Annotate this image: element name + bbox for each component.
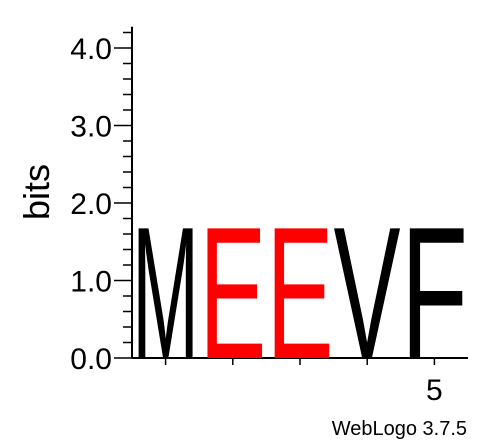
y-axis-title: bits (16, 164, 57, 220)
y-tick-label: 0.0 (70, 343, 112, 376)
logo-letter-e: E (266, 188, 333, 399)
y-axis: 0.0 1.0 2.0 3.0 4.0 (70, 26, 133, 376)
weblogo-credit: WebLogo 3.7.5 (332, 418, 467, 440)
logo-letter-m: M (132, 188, 199, 399)
x-tick-label: 5 (426, 374, 443, 407)
x-axis: 5 (132, 357, 468, 407)
logo-letter-f: F (401, 187, 468, 398)
y-tick-label: 2.0 (70, 188, 112, 221)
y-tick-label: 4.0 (70, 33, 112, 66)
logo-letter-v: V (334, 187, 401, 398)
y-tick-label: 3.0 (70, 111, 112, 144)
logo-letter-e: E (199, 188, 266, 399)
y-tick-label: 1.0 (70, 266, 112, 299)
